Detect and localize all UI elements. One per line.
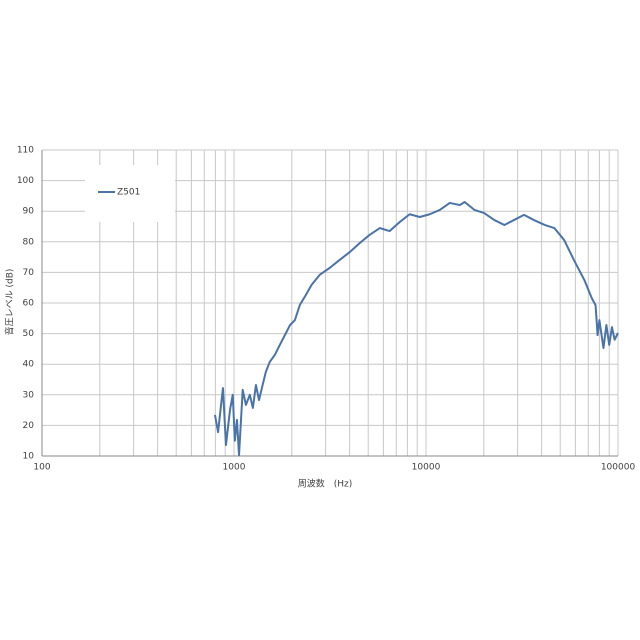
x-tick-label: 10000 — [412, 463, 441, 473]
y-tick-label: 70 — [23, 268, 35, 278]
x-tick-label: 100 — [33, 463, 50, 473]
y-axis-label: 音圧レベル (dB) — [4, 269, 16, 336]
legend-label: Z501 — [117, 188, 140, 198]
y-tick-label: 10 — [23, 452, 35, 462]
y-tick-label: 40 — [23, 360, 35, 370]
legend-box — [85, 165, 175, 222]
y-tick-label: 90 — [23, 207, 35, 217]
y-tick-label: 30 — [23, 390, 35, 400]
y-tick-label: 100 — [17, 176, 34, 186]
y-tick-label: 20 — [23, 421, 35, 431]
data-line — [213, 201, 619, 457]
x-tick-label: 100000 — [601, 463, 636, 473]
y-tick-label: 80 — [23, 237, 35, 247]
x-axis-label: 周波数 (Hz) — [298, 478, 353, 490]
y-tick-label: 110 — [17, 146, 34, 156]
y-tick-label: 50 — [23, 329, 35, 339]
y-tick-label: 60 — [23, 299, 35, 309]
x-tick-label: 1000 — [223, 463, 246, 473]
